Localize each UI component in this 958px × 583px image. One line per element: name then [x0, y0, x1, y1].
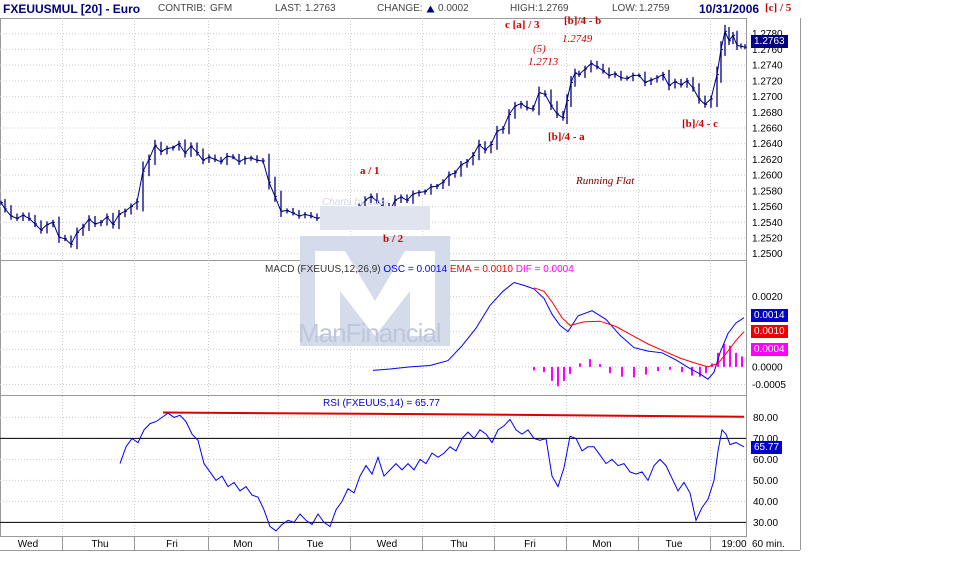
change-label: CHANGE:: [377, 3, 423, 14]
price-y-tick-label: 1.2680: [752, 108, 783, 119]
watermark-small-text: Charts by Lucy: [322, 197, 389, 208]
macd-y-tick-label: 0.0020: [752, 292, 783, 303]
price-y-tick-label: 1.2740: [752, 61, 783, 72]
rsi-y-tick-label: 50.00: [753, 476, 778, 487]
price-y-tick-label: 1.2660: [752, 124, 783, 135]
last-value: 1.2763: [305, 3, 336, 14]
macd-title: MACD (FXEUUS,12,26,9) OSC = 0.0014 EMA =…: [265, 263, 574, 276]
annotation-five: (5): [533, 43, 546, 55]
macd-ema-badge: 0.0010: [751, 325, 788, 338]
macd-dif-label: DIF = 0.0004: [515, 264, 574, 275]
annotation-a1: a / 1: [360, 165, 380, 177]
macd-osc-badge: 0.0014: [751, 309, 788, 322]
rsi-y-tick-label: 80.00: [753, 413, 778, 424]
rsi-y-tick-label: 40.00: [753, 497, 778, 508]
macd-y-tick-label: 0.0000: [752, 362, 783, 373]
x-tick-label: Mon: [233, 539, 252, 550]
price-y-tick-label: 1.2560: [752, 202, 783, 213]
chart-date: 10/31/2006: [699, 2, 760, 16]
price-y-tick-label: 1.2500: [752, 249, 783, 260]
x-tick-label: Thu: [91, 539, 108, 550]
annotation-b4c: [b]/4 - c: [682, 118, 719, 130]
x-tick-label: Wed: [18, 539, 38, 550]
watermark-text: ManFinancial: [298, 318, 442, 348]
x-tick-label: Fri: [166, 539, 178, 550]
rsi-value-badge: 65.77: [751, 441, 783, 454]
macd-y-tick-label: -0.0005: [752, 380, 786, 391]
contrib-label: CONTRIB:: [158, 3, 206, 14]
change-value: 0.0002: [438, 3, 469, 14]
annotation-b2: b / 2: [383, 233, 404, 245]
x-tick-label: Wed: [377, 539, 397, 550]
price-y-tick-label: 1.2780: [752, 29, 783, 40]
interval-label: 60 min.: [752, 539, 785, 550]
price-y-tick-label: 1.2620: [752, 155, 783, 166]
up-triangle-icon: [426, 5, 435, 13]
high-label: HIGH:: [510, 3, 538, 14]
rsi-y-tick-label: 30.00: [753, 518, 778, 529]
rsi-trendline: [162, 411, 745, 418]
annotation-price-2713: 1.2713: [528, 56, 559, 68]
contrib-value: GFM: [210, 3, 233, 14]
wave-label-c5: [c] / 5: [765, 2, 792, 14]
price-y-tick-label: 1.2540: [752, 218, 783, 229]
macd-osc-line: [372, 281, 745, 380]
macd-ema-line: [533, 287, 745, 368]
price-y-tick-label: 1.2580: [752, 186, 783, 197]
low-value: 1.2759: [639, 3, 670, 14]
annotation-running-flat: Running Flat: [576, 175, 635, 187]
x-tick-label: 19:00: [721, 539, 746, 550]
price-y-tick-label: 1.2640: [752, 139, 783, 150]
annotation-b4b: [b]/4 - b: [564, 15, 602, 27]
macd-title-prefix: MACD (FXEUUS,12,26,9): [265, 264, 381, 275]
price-y-tick-label: 1.2760: [752, 45, 783, 56]
last-label: LAST:: [275, 3, 302, 14]
x-tick-label: Thu: [450, 539, 467, 550]
rsi-title: RSI (FXEUUS,14) = 65.77: [323, 398, 440, 409]
price-y-tick-label: 1.2600: [752, 171, 783, 182]
rsi-y-tick-label: 60.00: [753, 455, 778, 466]
price-y-tick-label: 1.2520: [752, 234, 783, 245]
annotation-c-a3: c [a] / 3: [505, 19, 540, 31]
rsi-line: [119, 412, 745, 532]
annotation-b4a: [b]/4 - a: [548, 131, 585, 143]
high-value: 1.2769: [538, 3, 569, 14]
macd-dif-badge: 0.0004: [751, 343, 788, 356]
price-last-badge: 1.2763: [751, 35, 788, 48]
macd-osc-label: OSC = 0.0014: [383, 264, 448, 275]
x-tick-label: Fri: [524, 539, 536, 550]
macd-ema-label: EMA = 0.0010: [449, 264, 513, 275]
annotation-price-2749: 1.2749: [562, 33, 593, 45]
rsi-panel: [0, 395, 747, 537]
chart-title: FXEUUSMUL [20] - Euro: [3, 2, 141, 16]
price-y-tick-label: 1.2700: [752, 92, 783, 103]
price-y-tick-label: 1.2720: [752, 76, 783, 87]
rsi-y-tick-label: 70.00: [753, 434, 778, 445]
x-tick-label: Tue: [307, 539, 324, 550]
man-financial-logo-watermark: [300, 206, 450, 346]
x-tick-label: Mon: [592, 539, 611, 550]
x-tick-label: Tue: [666, 539, 683, 550]
low-label: LOW:: [612, 3, 638, 14]
